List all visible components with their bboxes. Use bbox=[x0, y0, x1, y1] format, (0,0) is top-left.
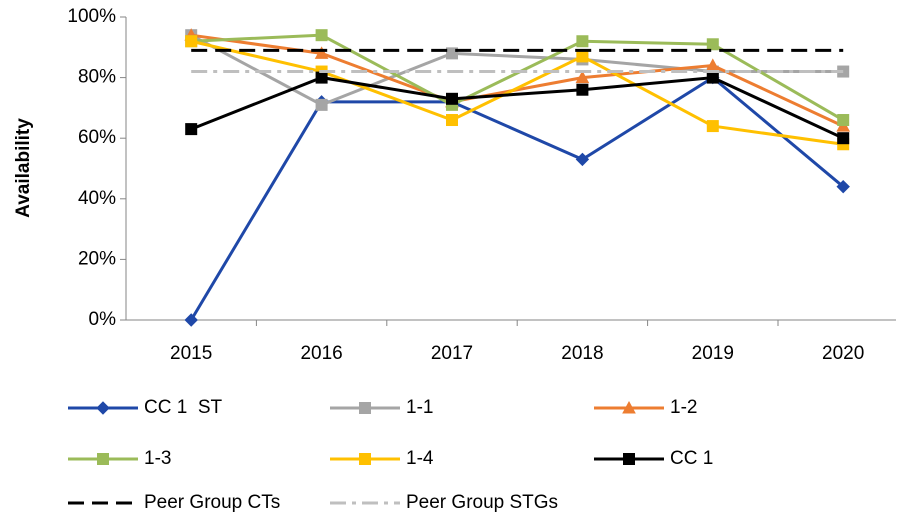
y-tick-label: 100% bbox=[67, 6, 116, 27]
legend-label: CC 1 bbox=[670, 448, 713, 469]
y-tick-label: 80% bbox=[78, 67, 116, 88]
legend-marker bbox=[359, 453, 371, 465]
point bbox=[315, 29, 328, 42]
legend-label: CC 1 ST bbox=[144, 397, 223, 418]
point bbox=[314, 46, 329, 59]
series-line bbox=[191, 33, 844, 122]
legend-marker bbox=[97, 453, 109, 465]
point bbox=[446, 92, 458, 105]
legend-label: 1-2 bbox=[670, 397, 697, 418]
point bbox=[315, 71, 328, 84]
point bbox=[185, 35, 198, 48]
point bbox=[576, 35, 589, 48]
point bbox=[446, 114, 458, 127]
point bbox=[446, 47, 458, 60]
x-tick-label: 2019 bbox=[692, 343, 734, 364]
point bbox=[706, 71, 719, 84]
x-tick-label: 2020 bbox=[822, 343, 864, 364]
legend-marker bbox=[623, 453, 635, 465]
y-tick-label: 60% bbox=[78, 127, 116, 148]
point bbox=[575, 152, 590, 167]
y-tick-label: 40% bbox=[78, 188, 116, 209]
legend-marker bbox=[359, 402, 371, 414]
x-tick-label: 2018 bbox=[561, 343, 603, 364]
series-line bbox=[190, 33, 844, 107]
series-line bbox=[190, 33, 844, 128]
point bbox=[837, 132, 850, 145]
y-tick-label: 0% bbox=[89, 309, 117, 330]
y-axis-label: Availability bbox=[13, 118, 34, 218]
legend-label: 1-4 bbox=[406, 448, 434, 469]
point bbox=[576, 50, 589, 63]
legend-marker bbox=[96, 401, 110, 415]
series-line bbox=[190, 39, 844, 146]
point bbox=[576, 83, 589, 96]
point bbox=[184, 313, 198, 327]
legend-label: 1-1 bbox=[406, 397, 433, 418]
legend-label: 1-3 bbox=[144, 448, 171, 469]
point bbox=[185, 123, 198, 136]
y-tick-label: 20% bbox=[78, 248, 116, 269]
x-tick-label: 2017 bbox=[431, 343, 473, 364]
point bbox=[836, 179, 850, 194]
series-line bbox=[190, 76, 844, 140]
x-tick-label: 2016 bbox=[300, 343, 342, 364]
legend-marker bbox=[622, 400, 636, 414]
point bbox=[706, 120, 719, 133]
x-tick-label: 2015 bbox=[170, 343, 212, 364]
point bbox=[706, 38, 719, 51]
legend-label: Peer Group CTs bbox=[144, 492, 280, 513]
series-line bbox=[189, 75, 845, 321]
point bbox=[837, 114, 850, 127]
point bbox=[315, 98, 328, 111]
legend-label: Peer Group STGs bbox=[406, 492, 558, 513]
point bbox=[575, 70, 590, 84]
